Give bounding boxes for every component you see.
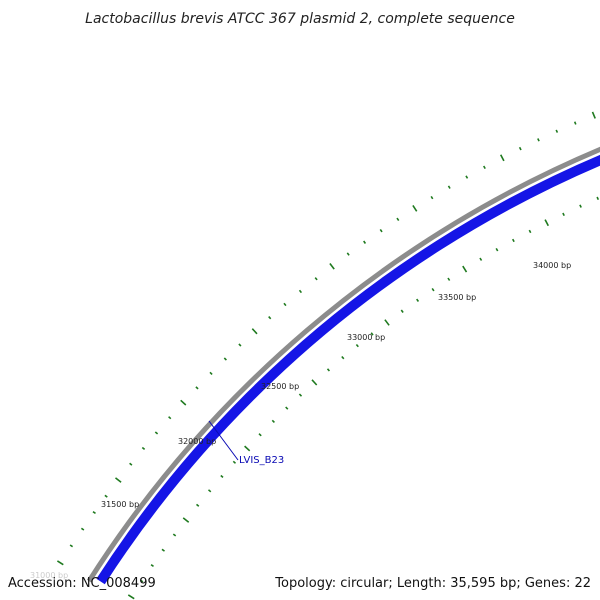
- minor-tick: [379, 228, 383, 233]
- minor-tick: [298, 289, 303, 294]
- minor-tick: [346, 252, 350, 256]
- minor-tick: [139, 579, 144, 583]
- minor-tick: [285, 406, 289, 410]
- minor-tick: [172, 533, 177, 537]
- minor-tick: [341, 355, 345, 360]
- gene-label: LVIS_B23: [239, 455, 284, 466]
- minor-tick: [150, 564, 154, 568]
- major-tick: [329, 263, 335, 270]
- minor-tick: [161, 548, 165, 552]
- minor-tick: [80, 527, 85, 531]
- scale-tick-labels: 31000 bp 31500 bp 32000 bp 32500 bp 3300…: [30, 261, 571, 580]
- major-tick: [412, 204, 418, 212]
- minor-tick: [232, 460, 237, 464]
- minor-tick: [207, 489, 212, 493]
- major-tick: [244, 445, 251, 452]
- minor-tick: [447, 185, 451, 189]
- minor-tick: [370, 332, 374, 336]
- major-tick: [544, 219, 550, 227]
- minor-tick: [298, 393, 303, 397]
- minor-tick: [355, 343, 359, 348]
- minor-tick: [430, 195, 434, 200]
- inner-ticks: [127, 196, 600, 600]
- outer-ticks: [56, 111, 596, 566]
- minor-tick: [268, 316, 272, 320]
- major-tick: [462, 265, 468, 273]
- scale-tick-label: 33000 bp: [347, 333, 385, 342]
- minor-tick: [104, 494, 108, 498]
- major-tick: [251, 328, 258, 335]
- major-tick: [180, 399, 187, 406]
- minor-tick: [195, 503, 200, 507]
- minor-tick: [573, 121, 577, 125]
- scale-tick-label: 34000 bp: [533, 261, 571, 270]
- minor-tick: [168, 416, 172, 420]
- minor-tick: [431, 287, 435, 292]
- minor-tick: [396, 217, 400, 222]
- minor-tick: [363, 240, 367, 244]
- scale-tick-label: 33500 bp: [438, 293, 476, 302]
- minor-tick: [195, 386, 199, 390]
- major-tick: [384, 319, 390, 326]
- minor-tick: [416, 298, 420, 302]
- minor-tick: [537, 138, 540, 142]
- major-tick: [182, 517, 190, 523]
- accession-text: Accession: NC_008499: [8, 576, 156, 591]
- major-tick: [311, 379, 318, 386]
- minor-tick: [465, 175, 469, 179]
- plasmid-backbone: [86, 146, 600, 583]
- gene-arc: [96, 154, 600, 585]
- minor-tick: [141, 446, 146, 451]
- minor-tick: [511, 238, 515, 243]
- minor-tick: [223, 357, 227, 361]
- minor-tick: [447, 277, 451, 281]
- scale-tick-label: 31500 bp: [101, 500, 139, 509]
- minor-tick: [271, 419, 275, 423]
- minor-tick: [562, 212, 565, 217]
- scale-tick-label: 32000 bp: [178, 437, 216, 446]
- minor-tick: [528, 229, 532, 234]
- scale-tick-label: 31000 bp: [30, 571, 68, 580]
- minor-tick: [258, 433, 262, 437]
- major-tick: [127, 594, 135, 600]
- minor-tick: [238, 343, 242, 347]
- minor-tick: [154, 431, 159, 435]
- minor-tick: [314, 277, 318, 281]
- minor-tick: [555, 129, 559, 133]
- major-tick: [591, 111, 596, 119]
- minor-tick: [92, 511, 96, 515]
- minor-tick: [69, 544, 74, 548]
- minor-tick: [129, 462, 133, 466]
- minor-tick: [596, 196, 600, 201]
- minor-tick: [283, 302, 287, 307]
- map-title: Lactobacillus brevis ATCC 367 plasmid 2,…: [85, 11, 515, 27]
- major-tick: [115, 477, 122, 483]
- major-tick: [56, 560, 64, 566]
- minor-tick: [495, 248, 499, 252]
- summary-text: Topology: circular; Length: 35,595 bp; G…: [274, 576, 591, 591]
- gene-track: [96, 154, 600, 585]
- minor-tick: [326, 368, 331, 372]
- minor-tick: [220, 474, 224, 479]
- scale-tick-label: 32500 bp: [261, 382, 299, 391]
- minor-tick: [483, 165, 486, 169]
- minor-tick: [579, 204, 582, 208]
- minor-tick: [479, 257, 483, 261]
- minor-tick: [400, 309, 404, 313]
- minor-tick: [518, 146, 522, 151]
- major-tick: [499, 154, 505, 162]
- minor-tick: [209, 371, 213, 375]
- gene-label-leader: [208, 420, 239, 461]
